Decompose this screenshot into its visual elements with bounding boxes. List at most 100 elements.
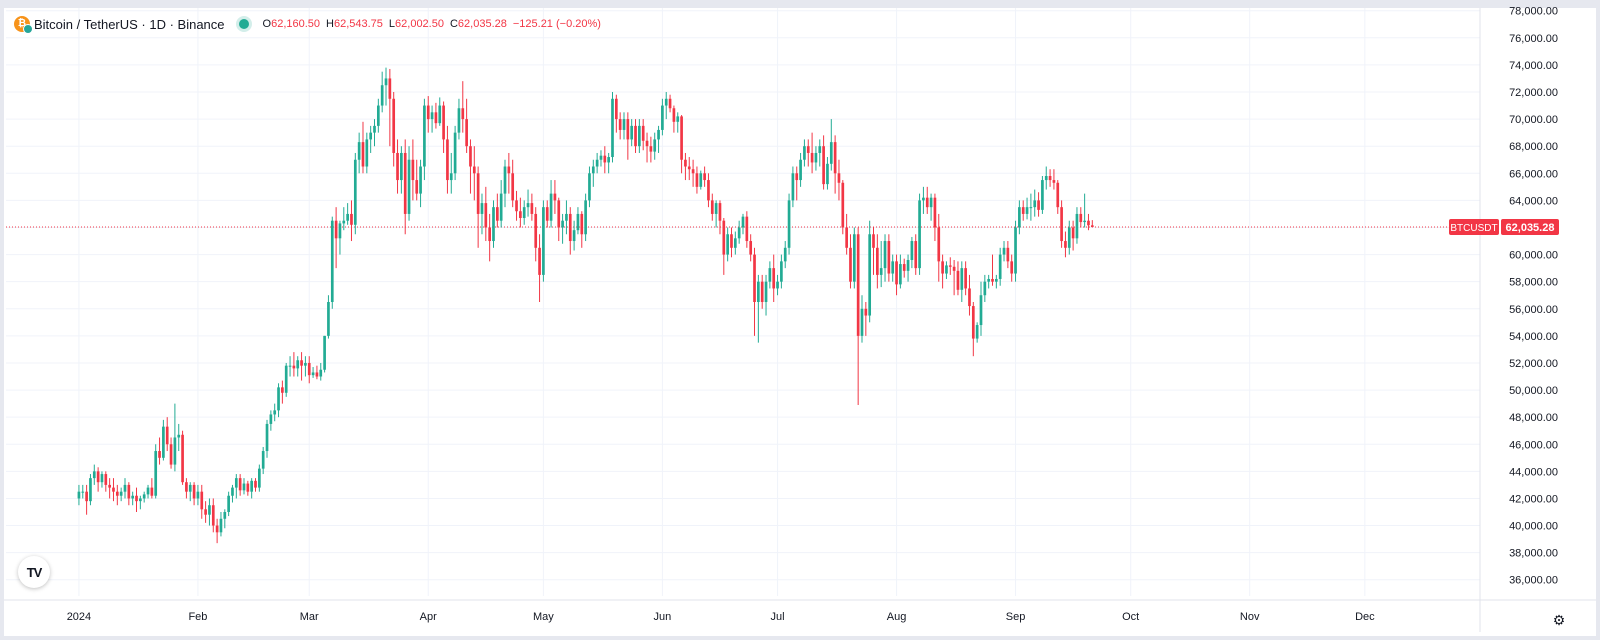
candle-body: [1029, 207, 1033, 209]
candle-body: [987, 278, 991, 282]
candle-body: [304, 362, 307, 366]
candle-body: [1067, 227, 1071, 248]
candle-body: [922, 197, 925, 201]
candle-body: [818, 146, 822, 153]
candle-body: [591, 166, 595, 174]
candle-body: [768, 268, 772, 282]
candle-body: [131, 495, 135, 499]
candle-body: [200, 491, 204, 510]
candle-body: [300, 360, 303, 366]
candle-body: [526, 203, 530, 208]
symbol-title[interactable]: Bitcoin / TetherUS · 1D · Binance: [34, 16, 225, 32]
candle-body: [465, 119, 468, 147]
candle-body: [680, 116, 683, 160]
candle-body: [449, 173, 453, 181]
candle-body: [499, 193, 503, 221]
candle-body: [446, 139, 449, 181]
candle-body: [530, 203, 534, 214]
y-tick-label: 38,000.00: [1509, 548, 1558, 560]
candle-body: [426, 105, 430, 120]
candle-body: [135, 495, 138, 502]
candle-body: [330, 220, 334, 302]
candle-body: [407, 159, 411, 214]
candle-body: [661, 105, 664, 130]
candle-body: [495, 207, 499, 221]
candle-body: [668, 98, 672, 109]
candle-body: [227, 495, 230, 512]
tradingview-logo[interactable]: TV: [18, 556, 50, 588]
candle-body: [572, 230, 576, 242]
candle-body: [810, 152, 814, 163]
candle-body: [177, 434, 181, 438]
ohlc-close: C62,035.28: [449, 18, 507, 30]
candle-body: [588, 173, 591, 201]
candle-body: [1044, 176, 1048, 181]
candle-body: [941, 261, 944, 274]
candle-body: [1087, 220, 1090, 226]
candle-body: [307, 362, 311, 376]
y-tick-label: 48,000.00: [1509, 412, 1558, 424]
candle-body: [396, 152, 399, 181]
candle-body: [139, 498, 142, 502]
market-status-icon[interactable]: [238, 19, 249, 29]
candle-body: [1052, 180, 1056, 183]
candle-body: [699, 173, 703, 187]
candle-body: [1018, 207, 1021, 228]
candle-body: [649, 146, 653, 152]
candle-body: [208, 505, 211, 515]
candle-body: [968, 288, 971, 307]
candle-body: [887, 241, 891, 274]
grid-lines: [6, 8, 1480, 596]
y-tick-label: 46,000.00: [1509, 439, 1558, 451]
tether-badge-icon: [23, 24, 33, 34]
gear-icon[interactable]: ⚙: [1552, 612, 1566, 628]
candle-body: [557, 200, 561, 228]
candle-body: [484, 203, 488, 228]
x-tick-label: Jun: [654, 611, 672, 623]
candle-body: [653, 139, 657, 152]
x-tick-label: 2024: [67, 611, 91, 623]
candle-body: [350, 213, 353, 225]
candle-body: [246, 483, 250, 492]
candle-body: [672, 108, 676, 122]
time-axis[interactable]: 2024 Feb Mar Apr May Jun Jul Aug Sep Oct Nov Dec: [4, 599, 1596, 623]
price-axis[interactable]: 36,000.00 38,000.00 40,000.00 42,000.00 44,0…: [1479, 6, 1558, 632]
candle-body: [123, 484, 127, 492]
candle-body: [634, 125, 637, 147]
y-tick-label: 64,000.00: [1509, 195, 1558, 207]
candle-body: [726, 234, 729, 255]
candle-body: [315, 372, 319, 377]
candle-body: [864, 308, 868, 316]
candle-body: [296, 360, 300, 369]
candle-body: [787, 200, 791, 248]
ohlc-low: L62,002.50: [388, 18, 444, 30]
candle-body: [822, 146, 825, 185]
candle-body: [1014, 227, 1017, 274]
y-tick-label: 44,000.00: [1509, 466, 1558, 478]
candle-body: [657, 129, 660, 140]
candle-body: [975, 325, 979, 339]
candle-body: [929, 197, 933, 208]
candle-body: [1056, 182, 1060, 208]
candle-body: [760, 281, 764, 302]
y-tick-label: 56,000.00: [1509, 304, 1558, 316]
candle-body: [568, 213, 572, 242]
candle-body: [357, 142, 361, 160]
candle-body: [806, 146, 810, 153]
candle-body: [442, 105, 445, 140]
x-tick-label: Oct: [1122, 611, 1139, 623]
y-tick-label: 72,000.00: [1509, 87, 1558, 99]
candle-body: [538, 247, 541, 275]
candle-body: [108, 484, 111, 488]
candle-body: [457, 108, 461, 133]
candle-body: [1075, 213, 1079, 239]
candle-body: [1041, 180, 1044, 210]
candle-body: [400, 152, 403, 181]
candle-body: [127, 484, 131, 499]
candle-body: [998, 254, 1002, 279]
x-tick-label: Dec: [1355, 611, 1375, 623]
candle-body: [192, 484, 196, 499]
candle-body: [238, 478, 242, 491]
candle-body: [826, 163, 829, 185]
